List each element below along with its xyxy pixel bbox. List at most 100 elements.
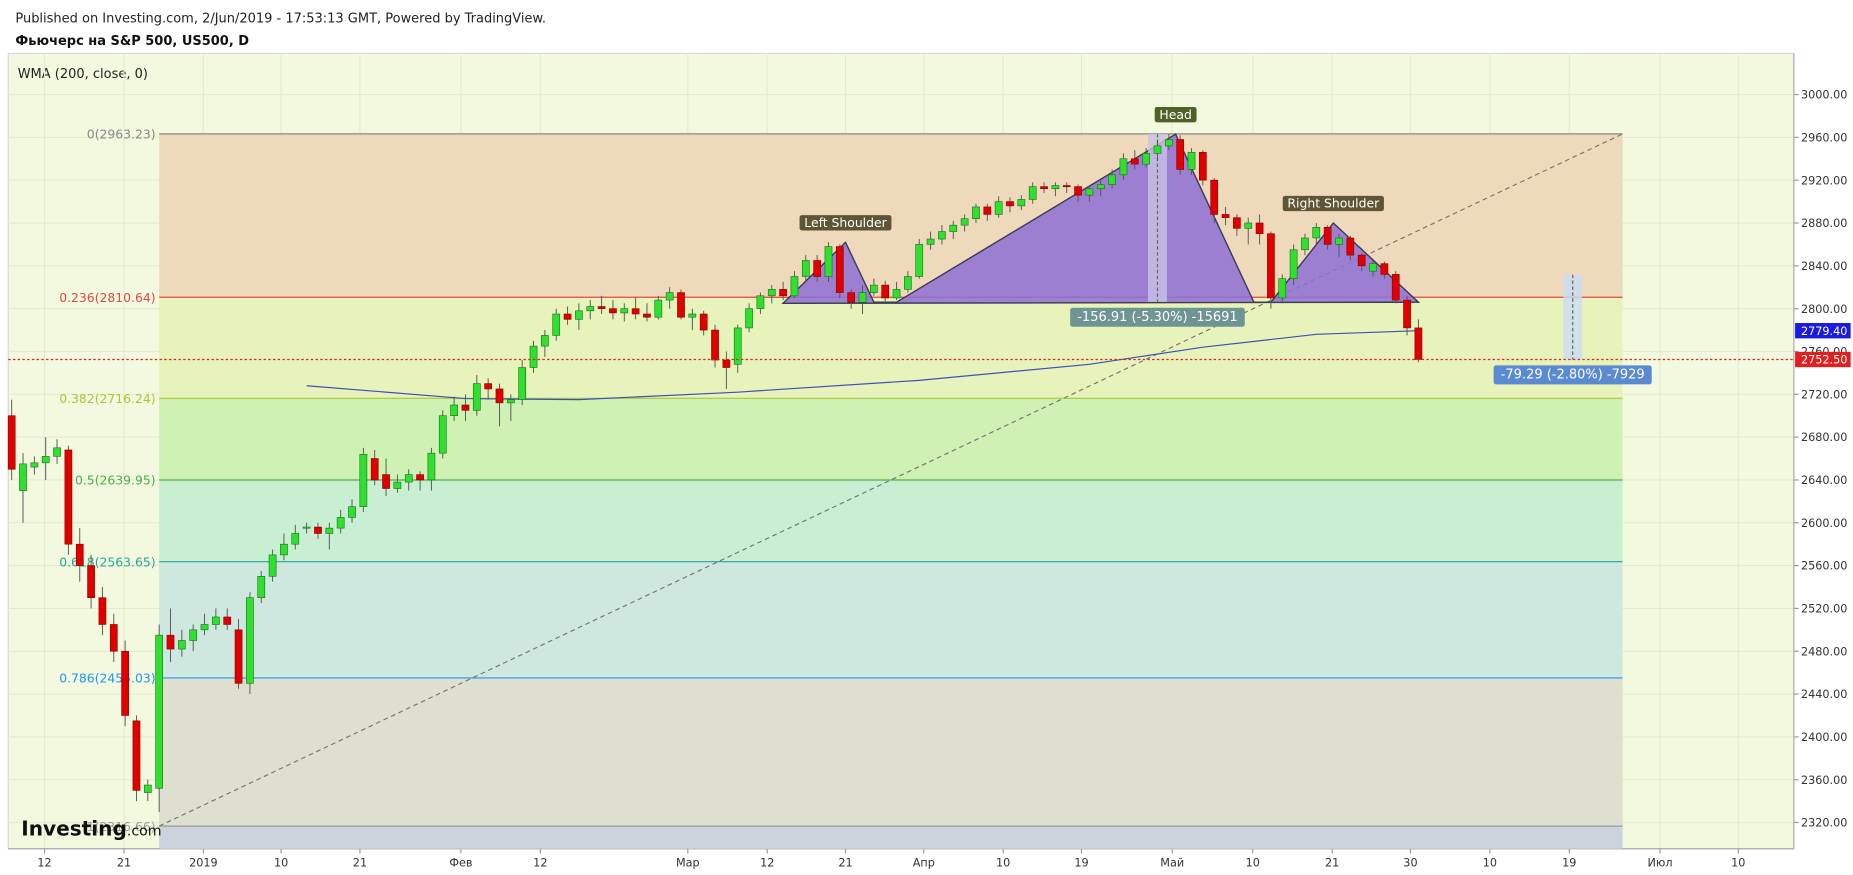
candle-body <box>677 292 685 318</box>
fib-band <box>159 398 1623 480</box>
measure-label-box <box>1493 365 1652 385</box>
price-label: 2779.40 <box>1801 325 1847 338</box>
candle-body <box>1142 153 1150 165</box>
pattern-label: Head <box>1159 107 1191 122</box>
candle-body <box>745 308 753 329</box>
candle-body <box>1255 222 1264 235</box>
candle-body <box>325 527 334 534</box>
candle-body <box>1096 184 1105 190</box>
candle-body <box>1380 263 1389 275</box>
candle-body <box>268 554 277 577</box>
candle-body <box>609 308 617 314</box>
fib-label: 0.382(2716.24) <box>59 391 155 406</box>
x-tick-label: 12 <box>760 856 774 869</box>
fib-band <box>159 133 1623 298</box>
candle-body <box>189 629 198 641</box>
candle-body <box>87 565 95 598</box>
candle-body <box>1403 299 1411 329</box>
y-tick-label: 2720.00 <box>1801 388 1847 401</box>
candle-body <box>1301 237 1309 251</box>
candle-body <box>450 404 458 417</box>
y-tick-label: 2840.00 <box>1801 260 1847 273</box>
candle-body <box>155 634 163 789</box>
candle-body <box>870 284 878 293</box>
y-tick-label: 3000.00 <box>1801 89 1847 102</box>
candle-body <box>143 784 152 793</box>
candle-body <box>484 383 492 390</box>
candle-body <box>291 533 300 545</box>
x-tick-label: 10 <box>996 856 1010 869</box>
candle-body <box>586 306 595 312</box>
candle-body <box>382 474 390 489</box>
fib-band <box>159 297 1623 399</box>
candle-body <box>234 629 243 684</box>
measure-label: -79.29 (-2.80%) -7929 <box>1501 367 1645 382</box>
candle-body <box>688 313 697 318</box>
candle-body <box>7 415 16 470</box>
candle-body <box>858 292 867 303</box>
candle-body <box>212 616 220 625</box>
candle-body <box>563 313 572 320</box>
candle-body <box>938 231 946 240</box>
candle-body <box>1006 201 1014 207</box>
candle-body <box>1414 327 1423 360</box>
candle-body <box>1085 188 1094 196</box>
fib-band <box>159 826 1623 849</box>
candle-body <box>1130 158 1139 165</box>
fib-label: 0.786(2455.03) <box>59 671 155 686</box>
candle-body <box>359 453 368 508</box>
candle-body <box>813 260 821 277</box>
fib-band <box>159 479 1623 562</box>
candle-body <box>30 462 39 468</box>
candle-body <box>1391 274 1400 301</box>
candle-body <box>246 597 254 684</box>
candle-body <box>904 276 912 290</box>
pattern-label: Left Shoulder <box>804 215 887 230</box>
candle-body <box>1233 217 1241 229</box>
candle-body <box>19 463 27 491</box>
candle-body <box>1028 186 1037 200</box>
y-tick-label: 2480.00 <box>1801 645 1847 658</box>
y-tick-label: 2520.00 <box>1801 603 1847 616</box>
candle-body <box>41 456 50 464</box>
y-tick-label: 2960.00 <box>1801 131 1847 144</box>
candle-body <box>314 526 322 534</box>
candle-body <box>200 624 209 631</box>
candle-body <box>393 481 402 489</box>
x-tick-label: 21 <box>117 856 131 869</box>
candle-body <box>302 526 311 529</box>
fib-label: 0.236(2810.64) <box>59 290 155 305</box>
candle-body <box>1119 158 1128 176</box>
candle-body <box>1108 174 1116 185</box>
candle-body <box>495 388 504 404</box>
candle-body <box>767 289 776 297</box>
candle-body <box>654 299 663 318</box>
x-tick-label: Мар <box>676 856 700 869</box>
candle-body <box>472 383 481 411</box>
candle-body <box>756 295 765 309</box>
candle-body <box>597 306 606 309</box>
y-tick-label: 2680.00 <box>1801 431 1847 444</box>
candle-body <box>711 329 719 361</box>
x-tick-label: 2019 <box>189 856 218 869</box>
candle-body <box>109 624 118 652</box>
candle-body <box>1346 237 1355 256</box>
candle-body <box>575 310 583 320</box>
x-tick-label: Фев <box>449 856 472 869</box>
candle-body <box>643 313 651 318</box>
published: Published on Investing.com, 2/Jun/2019 -… <box>15 12 546 27</box>
fib-label: 0.618(2563.65) <box>59 554 155 569</box>
candle-body <box>75 543 84 566</box>
candle-body <box>733 327 742 365</box>
candle-body <box>1278 278 1287 299</box>
candle-body <box>1051 185 1060 190</box>
candle-body <box>1199 152 1207 181</box>
candle-body <box>1210 179 1219 215</box>
x-tick-label: 10 <box>1731 856 1745 869</box>
candle-body <box>722 359 731 368</box>
x-tick-label: 21 <box>353 856 367 869</box>
y-tick-label: 2440.00 <box>1801 688 1847 701</box>
candle-body <box>1369 263 1377 272</box>
